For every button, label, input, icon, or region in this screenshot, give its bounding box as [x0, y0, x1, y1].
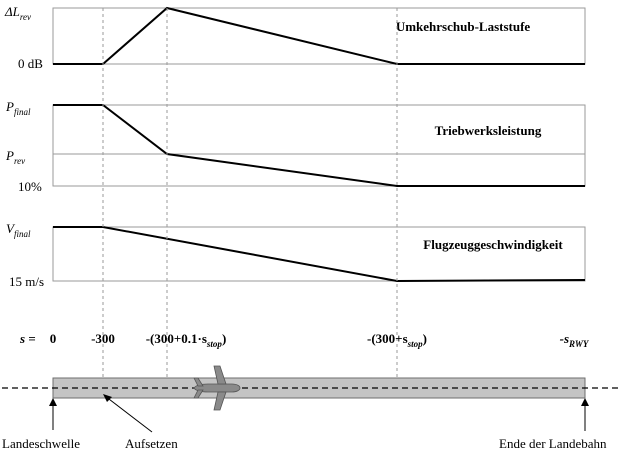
panel-aircraft-speed: Flugzeuggeschwindigkeit Vfinal 15 m/s: [6, 221, 586, 289]
panel-aircraft-speed-frame: [52, 226, 586, 282]
zero-db-label: 0 dB: [18, 56, 43, 71]
runway-end-arrowhead: [581, 398, 589, 406]
threshold-arrowhead: [49, 398, 57, 406]
threshold-label: Landeschwelle: [2, 436, 80, 451]
panel-reverse-thrust: Umkehrschub-Laststufe ΔLrev 0 dB: [4, 4, 586, 71]
panel-reverse-thrust-title: Umkehrschub-Laststufe: [396, 19, 531, 34]
touchdown-arrow: [104, 395, 153, 433]
fifteen-ms-label: 15 m/s: [9, 274, 44, 289]
panel-aircraft-speed-title: Flugzeuggeschwindigkeit: [423, 237, 563, 252]
tick-minus-srwy: -sRWY: [560, 331, 590, 349]
position-markers: [102, 8, 398, 390]
p-final-label: Pfinal: [5, 99, 31, 117]
tick-minus-300: -300: [91, 331, 115, 346]
touchdown-arrowhead: [103, 394, 112, 402]
p-rev-label: Prev: [5, 148, 25, 166]
aircraft-speed-curve: [53, 226, 586, 283]
v-final-label: Vfinal: [6, 221, 31, 239]
panel-engine-power-title: Triebwerksleistung: [435, 123, 542, 138]
s-equals-label: s =: [19, 331, 36, 346]
tick-minus-300-plus-tenth-sstop: -(300+0.1·sstop): [146, 331, 227, 349]
panel-engine-power-frame: [52, 104, 586, 187]
runway-end-label: Ende der Landebahn: [499, 436, 607, 451]
panel-reverse-thrust-frame: [52, 7, 586, 65]
tick-minus-300-plus-sstop: -(300+sstop): [367, 331, 427, 349]
runway: Landeschwelle Aufsetzen Ende der Landeba…: [2, 365, 622, 451]
panel-engine-power: Triebwerksleistung Pfinal Prev 10%: [5, 99, 586, 194]
touchdown-label: Aufsetzen: [125, 436, 178, 451]
delta-l-rev-label: ΔLrev: [4, 4, 31, 22]
airplane-icon: [193, 365, 241, 411]
axis-labels: s = 0 -300 -(300+0.1·sstop) -(300+sstop)…: [19, 331, 590, 349]
tick-0: 0: [50, 331, 57, 346]
ten-percent-label: 10%: [18, 179, 42, 194]
